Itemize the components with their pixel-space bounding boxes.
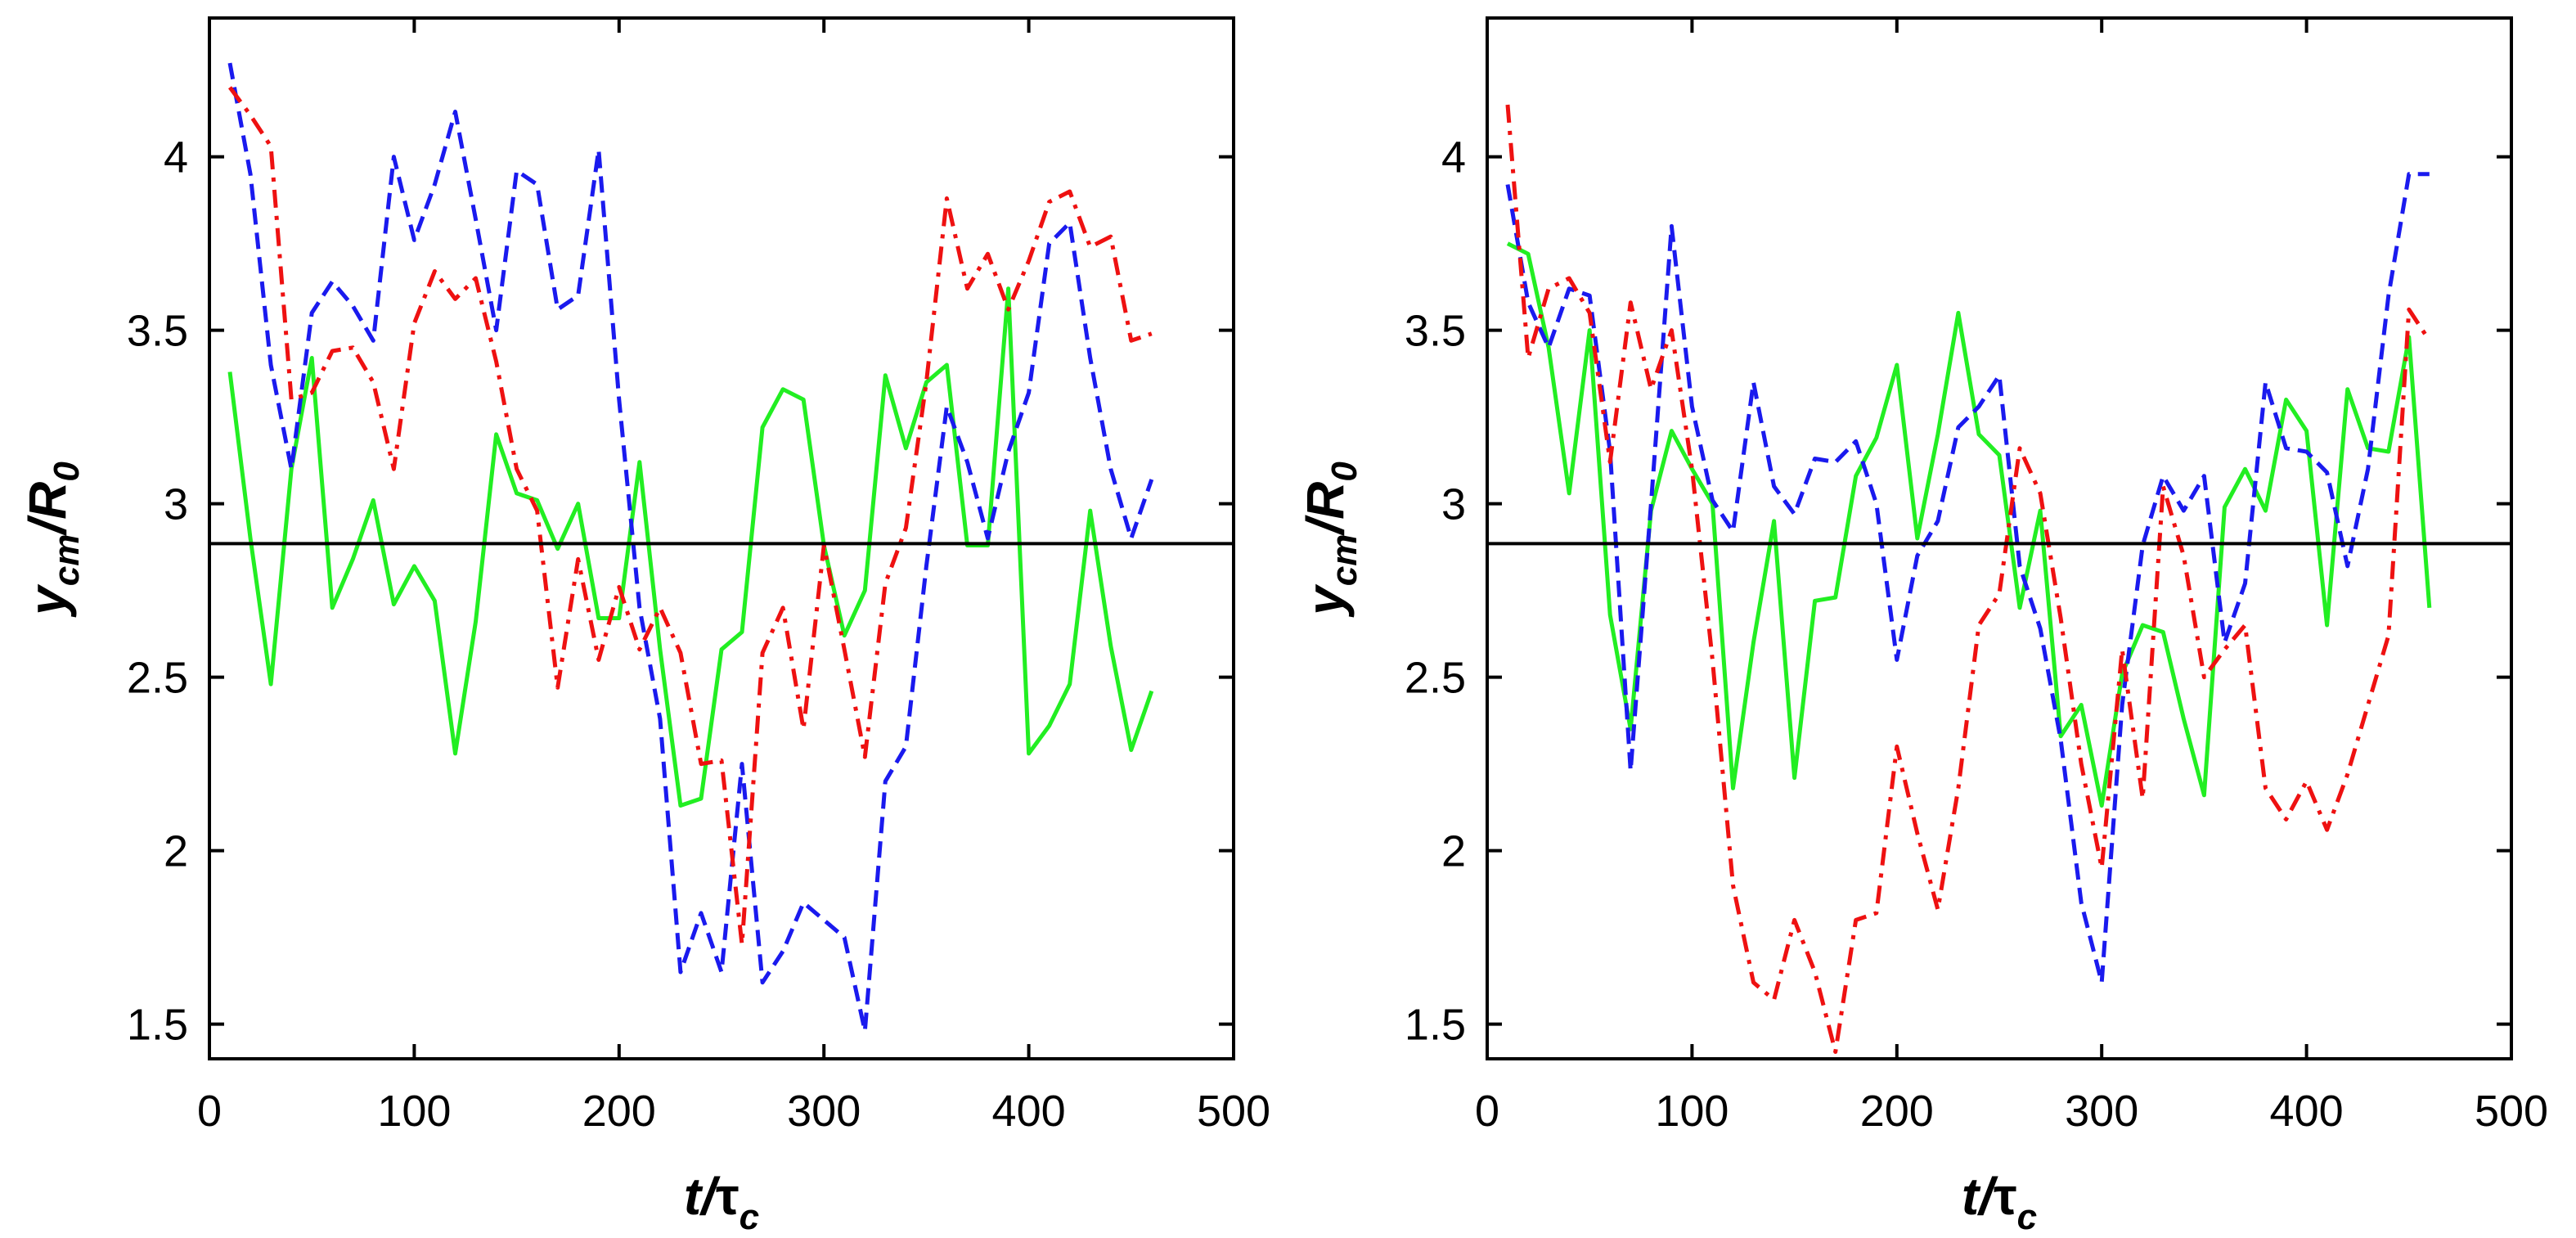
x-tick-label: 300 bbox=[787, 1087, 861, 1136]
y-tick-label: 3.5 bbox=[1405, 307, 1466, 356]
y-axis-label: ycm/R0 bbox=[1296, 461, 1364, 618]
series-blue-dashed bbox=[227, 62, 1154, 1033]
x-axis-label: t/τc bbox=[1962, 1167, 2037, 1237]
x-tick-label: 500 bbox=[1197, 1087, 1270, 1136]
x-tick-label: 100 bbox=[377, 1087, 451, 1136]
y-tick-label: 2 bbox=[1441, 827, 1466, 876]
y-axis-label: ycm/R0 bbox=[18, 461, 87, 618]
y-tick-label: 2 bbox=[164, 827, 188, 876]
x-axis-label: t/τc bbox=[684, 1167, 759, 1237]
x-tick-label: 0 bbox=[197, 1087, 222, 1136]
y-tick-label: 3 bbox=[164, 480, 188, 529]
y-tick-label: 2.5 bbox=[1405, 654, 1466, 703]
series-blue-dashed bbox=[1505, 172, 2430, 985]
series-red-dashdot bbox=[1505, 104, 2431, 1054]
plot-frame bbox=[1486, 16, 2513, 1060]
x-tick-label: 0 bbox=[1475, 1087, 1499, 1136]
y-tick-label: 2.5 bbox=[127, 654, 188, 703]
chart-panel-2: 0 100 200 300 400 500 1.5 2 2.5 3 3.5 4 t/τc ycm/R0 bbox=[1296, 16, 2548, 1237]
y-tick-label: 1.5 bbox=[127, 1001, 188, 1050]
x-tick-label: 400 bbox=[992, 1087, 1066, 1136]
y-tick-label: 1.5 bbox=[1405, 1001, 1466, 1050]
series-green-solid bbox=[1506, 241, 2432, 808]
x-tick-label: 200 bbox=[582, 1087, 656, 1136]
chart-panel-1: 0 100 200 300 400 500 1.5 2 2.5 3 3.5 4 t/τc ycm/R0 bbox=[18, 16, 1270, 1237]
x-tick-label: 200 bbox=[1860, 1087, 1934, 1136]
x-tick-label: 100 bbox=[1655, 1087, 1729, 1136]
y-tick-label: 4 bbox=[1441, 133, 1466, 182]
y-tick-label: 4 bbox=[164, 133, 188, 182]
y-tick-label: 3.5 bbox=[127, 307, 188, 356]
x-tick-label: 500 bbox=[2475, 1087, 2548, 1136]
plot-frame bbox=[208, 16, 1235, 1060]
series-red-dashdot bbox=[227, 86, 1153, 947]
x-tick-label: 300 bbox=[2065, 1087, 2138, 1136]
series-green-solid bbox=[227, 286, 1154, 808]
y-tick-label: 3 bbox=[1441, 480, 1466, 529]
x-tick-label: 400 bbox=[2270, 1087, 2344, 1136]
